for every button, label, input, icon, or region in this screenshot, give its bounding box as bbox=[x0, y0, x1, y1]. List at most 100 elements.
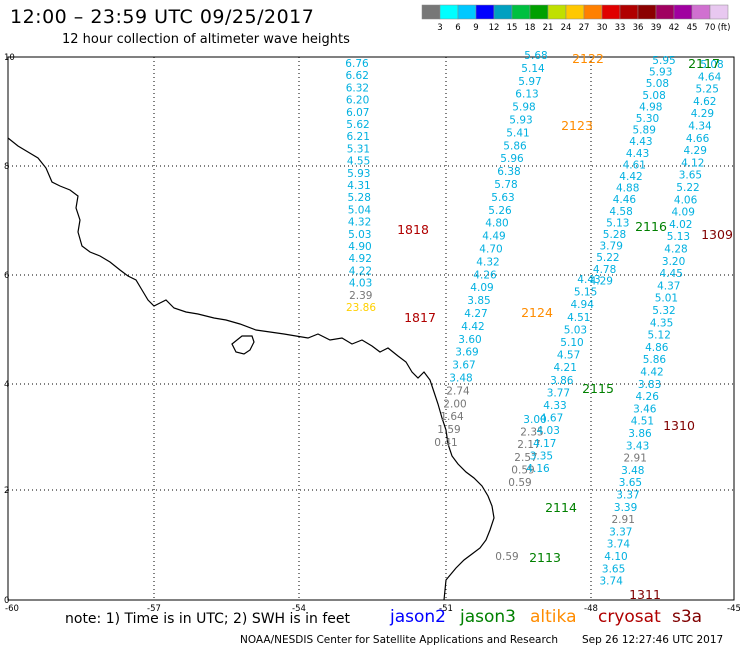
x-tick-label: -54 bbox=[292, 604, 306, 614]
wave-height-value: 4.29 bbox=[684, 145, 707, 157]
legend-swatch bbox=[601, 4, 621, 20]
wave-height-value: 3.67 bbox=[452, 360, 475, 372]
wave-height-value: 5.22 bbox=[596, 252, 619, 264]
wave-height-value: 4.42 bbox=[640, 367, 663, 379]
y-tick-label: 0 bbox=[4, 596, 9, 606]
wave-height-value: 6.21 bbox=[347, 131, 370, 143]
wave-height-value: 5.03 bbox=[564, 324, 587, 336]
wave-height-value: 0.59 bbox=[495, 551, 518, 563]
wave-height-value: 5.78 bbox=[494, 179, 517, 191]
wave-height-value: 5.04 bbox=[348, 204, 372, 216]
cycle-labels: 2122 2123 2124 2117 2116 2115 2114 2113 1818 1817… bbox=[397, 51, 733, 602]
wave-height-value: 4.27 bbox=[464, 308, 487, 320]
wave-height-value: 3.83 bbox=[638, 379, 661, 391]
wave-height-value: 2.57 bbox=[514, 452, 537, 464]
wave-height-value: 3.35 bbox=[530, 450, 553, 462]
wave-height-value: 4.49 bbox=[482, 231, 505, 243]
wave-height-value: 5.22 bbox=[676, 182, 699, 194]
wave-height-value: 23.86 bbox=[346, 302, 376, 314]
wave-height-value: 5.08 bbox=[700, 59, 723, 71]
wave-height-value: 4.16 bbox=[526, 463, 550, 475]
legend-swatch bbox=[565, 4, 585, 20]
wave-height-value: 6.07 bbox=[346, 107, 369, 119]
cycle-label-cryosat: 1817 bbox=[404, 310, 436, 325]
wave-height-value: 6.32 bbox=[346, 82, 369, 94]
cycle-label-jason3: 2116 bbox=[635, 219, 667, 234]
wave-height-value: 4.70 bbox=[479, 244, 502, 256]
wave-height-value: 5.32 bbox=[652, 305, 675, 317]
wave-height-value: 4.09 bbox=[470, 282, 493, 294]
legend-swatch bbox=[421, 4, 441, 20]
legend-label: 21 bbox=[543, 23, 554, 33]
y-tick-label: 2 bbox=[4, 486, 9, 496]
wave-height-value: 5.41 bbox=[506, 127, 529, 139]
legend-swatch bbox=[439, 4, 459, 20]
wave-height-value: 3.60 bbox=[458, 334, 481, 346]
wave-height-value: 4.66 bbox=[686, 133, 710, 145]
wave-height-value: 2.91 bbox=[624, 453, 647, 465]
wave-height-value: 4.31 bbox=[347, 180, 370, 192]
wave-height-value: 6.38 bbox=[497, 166, 520, 178]
wave-height-value: 5.28 bbox=[603, 229, 626, 241]
wave-height-value: 0.59 bbox=[508, 477, 531, 489]
wave-height-value: 6.76 bbox=[345, 58, 369, 70]
wave-height-value: 4.29 bbox=[590, 275, 613, 287]
legend-swatch bbox=[475, 4, 495, 20]
wave-height-value: 5.93 bbox=[649, 67, 672, 79]
wave-height-value: 4.03 bbox=[349, 278, 372, 290]
wave-height-value: 5.95 bbox=[652, 55, 675, 67]
wave-height-value: 5.96 bbox=[500, 153, 524, 165]
legend-label: 70 bbox=[705, 23, 716, 33]
cycle-label-altika: 2124 bbox=[521, 305, 553, 320]
wave-height-value: 3.69 bbox=[455, 347, 478, 359]
y-tick-label: 4 bbox=[4, 380, 9, 390]
wave-height-value: 4.64 bbox=[698, 71, 722, 83]
wave-height-value: 4.42 bbox=[619, 171, 642, 183]
footnote: note: 1) Time is in UTC; 2) SWH is in fe… bbox=[65, 611, 351, 627]
legend-swatch bbox=[583, 4, 603, 20]
coastline bbox=[7, 137, 495, 601]
wave-height-value: 5.08 bbox=[646, 78, 669, 90]
wave-height-value: 5.93 bbox=[509, 115, 532, 127]
wave-height-value: 5.26 bbox=[488, 205, 512, 217]
y-tick-label: 6 bbox=[4, 271, 9, 281]
wave-height-value: 4.22 bbox=[349, 265, 372, 277]
x-tick-label: -51 bbox=[439, 604, 453, 614]
wave-height-value: 4.90 bbox=[348, 241, 371, 253]
wave-height-value: 5.28 bbox=[348, 192, 371, 204]
legend-label: 27 bbox=[579, 23, 590, 33]
wave-height-value: 3.77 bbox=[547, 387, 570, 399]
wave-height-value: 4.26 bbox=[636, 391, 660, 403]
wave-height-value: 5.68 bbox=[524, 50, 547, 62]
wave-height-value: 6.62 bbox=[346, 70, 369, 82]
cycle-label-jason3: 2117 bbox=[688, 56, 720, 71]
legend-swatch bbox=[457, 4, 477, 20]
legend-label: (ft) bbox=[718, 23, 731, 33]
cycle-label-s3a: 1309 bbox=[701, 227, 733, 242]
cycle-label-altika: 2123 bbox=[561, 118, 593, 133]
wave-height-value: 5.31 bbox=[347, 143, 370, 155]
map-grid bbox=[7, 56, 735, 601]
wave-height-value: 2.17 bbox=[517, 439, 540, 451]
wave-height-value: 4.17 bbox=[533, 438, 556, 450]
wave-height-value: 6.20 bbox=[346, 95, 369, 107]
legend-jason3: jason3 bbox=[460, 607, 516, 627]
legend-swatch bbox=[709, 4, 729, 20]
wave-height-value: 4.12 bbox=[681, 157, 704, 169]
color-legend: 3 6 9 12 15 18 21 24 27 30 33 36 39 42 45 70 (ft) bbox=[421, 4, 731, 33]
wave-height-value: 4.32 bbox=[476, 256, 499, 268]
legend-s3a: s3a bbox=[672, 607, 703, 627]
wave-height-value: 4.10 bbox=[604, 551, 627, 563]
wave-height-value: 4.98 bbox=[639, 101, 662, 113]
legend-label: 42 bbox=[669, 23, 680, 33]
wave-height-value: 5.93 bbox=[347, 168, 370, 180]
cycle-label-s3a: 1310 bbox=[663, 418, 695, 433]
wave-height-value: 3.37 bbox=[616, 490, 639, 502]
wave-height-value: 4.55 bbox=[347, 156, 370, 168]
wave-height-value: 3.43 bbox=[626, 440, 649, 452]
wave-height-value: 4.09 bbox=[672, 207, 695, 219]
wave-height-value: 0.59 bbox=[511, 464, 534, 476]
x-tick-label: -45 bbox=[727, 604, 740, 614]
